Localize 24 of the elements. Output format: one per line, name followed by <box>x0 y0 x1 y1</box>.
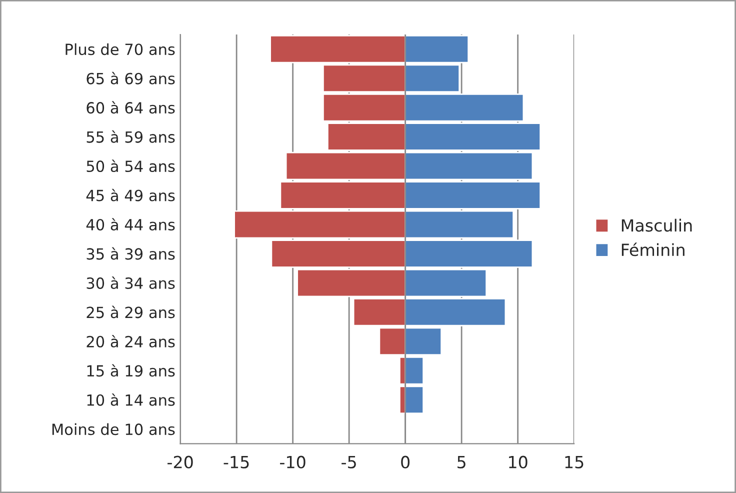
y-tick-label: Moins de 10 ans <box>52 423 175 436</box>
y-tick-label: 45 à 49 ans <box>86 188 175 202</box>
x-tick-label: 10 <box>509 456 528 468</box>
x-tick-label: 5 <box>458 456 466 468</box>
x-tick-label: 0 <box>401 456 410 468</box>
legend-label: Masculin <box>622 218 692 232</box>
y-tick-label: 10 à 14 ans <box>87 393 175 406</box>
x-tick-label: -10 <box>280 456 306 468</box>
y-tick-label: 35 à 39 ans <box>86 247 175 260</box>
x-tick-label: -20 <box>168 456 193 468</box>
y-tick-label: 50 à 54 ans <box>86 160 175 172</box>
y-tick-label: 65 à 69 ans <box>86 72 175 84</box>
y-tick-label: 25 à 29 ans <box>86 306 175 318</box>
x-tick-label: -15 <box>224 456 249 468</box>
y-tick-label: 20 à 24 ans <box>86 334 175 348</box>
y-tick-label: 55 à 59 ans <box>86 130 175 143</box>
x-tick-label: -5 <box>342 456 356 468</box>
y-tick-label: 30 à 34 ans <box>86 276 175 289</box>
x-tick-label: 15 <box>565 456 584 468</box>
legend-label: Féminin <box>622 242 684 256</box>
y-tick-label: Plus de 70 ans <box>66 43 175 56</box>
y-tick-label: 40 à 44 ans <box>86 218 175 231</box>
y-tick-label: 60 à 64 ans <box>86 101 175 114</box>
y-tick-label: 15 à 19 ans <box>87 364 175 377</box>
